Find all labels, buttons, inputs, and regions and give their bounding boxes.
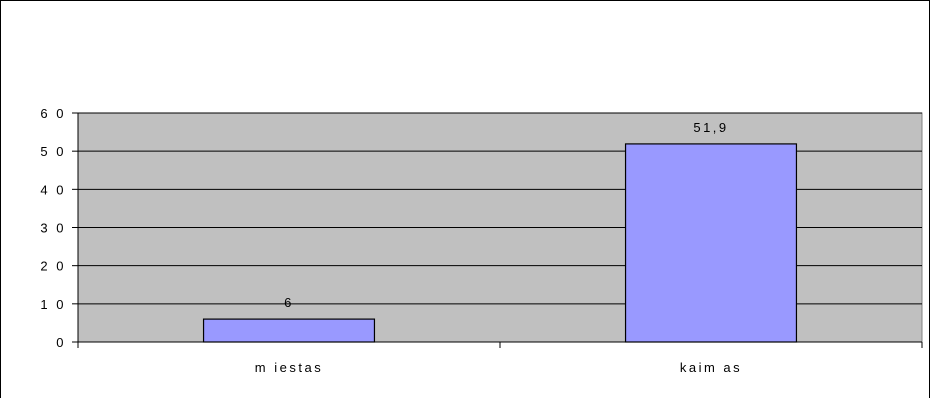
data-label: 51,9 [693,120,728,135]
y-tick-label: 1 0 [40,297,66,312]
x-tick-label: kaim as [680,360,742,375]
y-tick-labels: 0 1 0 2 0 3 0 4 0 5 0 6 0 [40,106,66,350]
x-tick-labels: m iestas kaim as [255,360,742,375]
bar [624,143,798,343]
data-label: 6 [284,295,294,310]
y-tick-label: 6 0 [40,106,66,121]
y-tick-label: 0 [56,335,66,350]
x-tick-label: m iestas [255,360,323,375]
data-labels: 651,9 [284,120,728,310]
axes [72,112,923,348]
bars [202,143,798,343]
y-tick-label: 2 0 [40,259,66,274]
y-tick-label: 3 0 [40,221,66,236]
y-tick-label: 4 0 [40,182,66,197]
y-tick-label: 5 0 [40,144,66,159]
bar [202,318,376,343]
